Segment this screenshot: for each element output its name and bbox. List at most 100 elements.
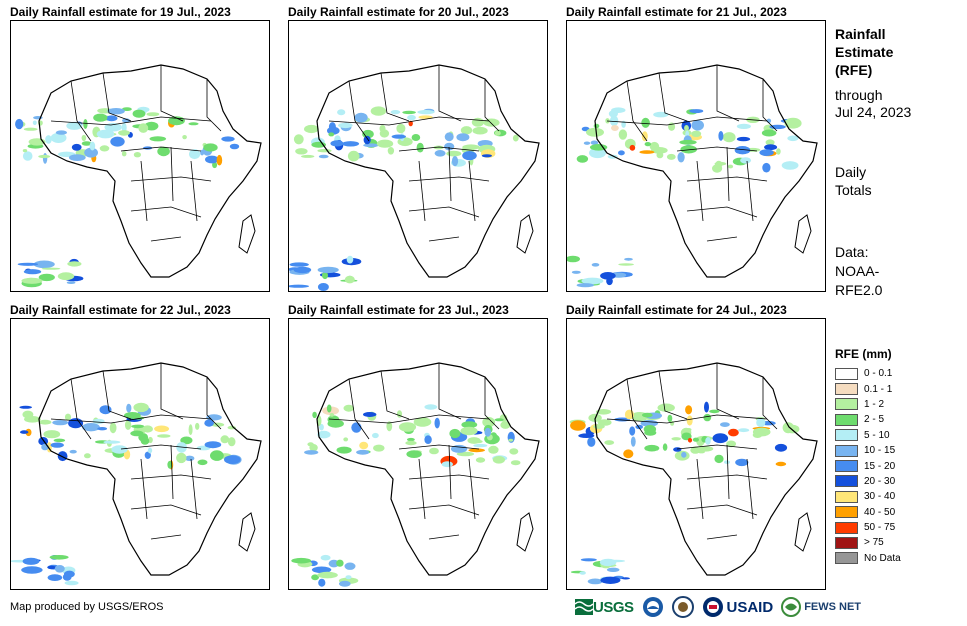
rainfall-blob xyxy=(705,437,711,445)
rainfall-blob xyxy=(471,117,484,127)
rainfall-blob xyxy=(618,150,625,156)
rainfall-blob xyxy=(687,438,693,443)
rainfall-blob xyxy=(462,151,477,161)
country-border xyxy=(130,474,212,480)
country-border xyxy=(438,65,462,122)
rainfall-blob xyxy=(595,409,612,415)
legend-swatch xyxy=(835,383,858,396)
rainfall-blob xyxy=(600,576,621,584)
rainfall-map xyxy=(566,20,826,292)
legend-item: 50 - 75 xyxy=(835,520,901,535)
rainfall-blob xyxy=(774,443,788,452)
rainfall-blob xyxy=(64,570,75,578)
country-border xyxy=(762,377,778,430)
rainfall-blob xyxy=(686,415,693,426)
rainfall-blob xyxy=(295,148,308,155)
side-data-rfe: RFE2.0 xyxy=(835,282,883,298)
rainfall-blob xyxy=(402,110,416,115)
rainfall-blob xyxy=(567,255,580,263)
rainfall-blob xyxy=(644,444,660,452)
rainfall-blob xyxy=(373,444,385,452)
rainfall-blob xyxy=(344,275,355,284)
rainfall-blob xyxy=(45,135,52,144)
rainfall-blob xyxy=(508,438,514,442)
country-border xyxy=(328,116,490,126)
rainfall-blob xyxy=(759,149,774,157)
rainfall-blob xyxy=(657,403,675,412)
rainfall-blob xyxy=(82,423,100,432)
madagascar-outline xyxy=(238,214,256,254)
rainfall-blob xyxy=(736,136,751,142)
usaid-seal-icon xyxy=(702,597,723,617)
rainfall-blob xyxy=(606,567,620,572)
legend-label: 5 - 10 xyxy=(864,429,890,441)
legend-swatch xyxy=(835,367,858,380)
rainfall-blob xyxy=(92,418,105,425)
rainfall-blob xyxy=(54,565,65,573)
rainfall-blob xyxy=(93,113,108,122)
rainfall-blob xyxy=(446,150,462,157)
legend-label: 30 - 40 xyxy=(864,491,896,503)
rainfall-blob xyxy=(301,154,315,158)
country-border xyxy=(484,377,500,430)
rainfall-blob xyxy=(147,447,153,454)
country-border xyxy=(706,534,738,540)
rainfall-blob xyxy=(600,272,616,280)
country-border xyxy=(428,534,460,540)
rainfall-blob xyxy=(621,577,630,580)
rainfall-blob xyxy=(188,122,199,126)
panel-title: Daily Rainfall estimate for 24 Jul., 202… xyxy=(566,303,787,317)
rainfall-blob xyxy=(42,153,48,164)
rainfall-blob xyxy=(205,155,219,164)
rainfall-blob xyxy=(338,122,353,129)
country-border xyxy=(676,444,758,450)
side-totals: Totals xyxy=(835,182,872,198)
rainfall-blob xyxy=(347,150,360,162)
rainfall-blob xyxy=(370,106,387,116)
rainfall-blob xyxy=(433,145,444,150)
rainfall-blob xyxy=(124,420,132,430)
rainfall-blob xyxy=(99,405,112,415)
country-border xyxy=(626,80,648,142)
legend-label: 15 - 20 xyxy=(864,460,896,472)
rainfall-blob xyxy=(154,425,170,433)
rainfall-blob xyxy=(43,430,61,439)
rainfall-blob xyxy=(204,419,214,427)
rainfall-blob xyxy=(227,425,236,430)
rainfall-blob xyxy=(724,460,730,464)
rainfall-blob xyxy=(24,416,41,423)
rainfall-blob xyxy=(47,574,63,581)
map-svg xyxy=(567,64,818,288)
rainfall-blob xyxy=(686,428,692,432)
rainfall-blob xyxy=(461,421,478,429)
rainfall-blob xyxy=(317,571,338,579)
country-border xyxy=(686,206,758,218)
country-border xyxy=(448,444,452,500)
rainfall-blob xyxy=(121,122,127,133)
rainfall-blob xyxy=(451,156,459,167)
rainfall-blob xyxy=(429,447,439,455)
country-border xyxy=(706,236,738,242)
fews-globe-icon xyxy=(781,597,802,617)
country-border xyxy=(484,79,500,132)
rainfall-blob xyxy=(343,437,349,442)
legend-swatch xyxy=(835,552,858,565)
rainfall-blob xyxy=(593,424,605,429)
rainfall-blob xyxy=(449,428,461,439)
country-border xyxy=(160,65,184,122)
africa-coastline xyxy=(38,362,262,576)
rainfall-blob xyxy=(782,422,794,434)
rainfall-blob xyxy=(589,144,608,151)
rainfall-blob xyxy=(203,143,218,152)
rainfall-blob xyxy=(15,118,24,130)
rainfall-blob xyxy=(97,427,108,431)
rainfall-blob xyxy=(293,266,312,274)
noaa-icon xyxy=(642,597,663,617)
country-border xyxy=(140,458,148,520)
rainfall-blob xyxy=(23,127,38,131)
rainfall-blob xyxy=(84,147,98,158)
legend-item: > 75 xyxy=(835,535,901,550)
rainfall-blob xyxy=(609,115,619,127)
country-border xyxy=(398,146,480,152)
rainfall-blob xyxy=(512,134,519,142)
